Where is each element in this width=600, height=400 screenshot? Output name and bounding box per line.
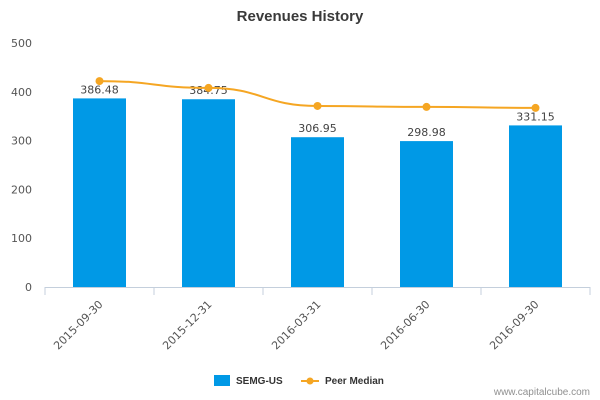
peer-median-point (313, 101, 322, 110)
x-tick-label: 2016-09-30 (487, 298, 541, 352)
legend: SEMG-US Peer Median (214, 375, 384, 387)
bar (509, 125, 562, 287)
x-tick-label: 2015-12-31 (160, 298, 214, 352)
legend-label-semg-us: SEMG-US (236, 376, 283, 387)
x-axis: 2015-09-30 2015-12-31 2016-03-31 2016-06-30… (44, 287, 591, 352)
bar-series (73, 98, 562, 287)
y-tick-label: 300 (11, 135, 32, 148)
peer-median-point (204, 83, 213, 92)
credit-text: www.capitalcube.com (493, 387, 590, 398)
x-tick-label: 2016-03-31 (269, 298, 323, 352)
y-tick-label: 200 (11, 183, 32, 196)
chart-title: Revenues History (237, 8, 364, 25)
bar-data-label: 386.48 (80, 83, 119, 96)
y-axis: 0 100 200 300 400 500 (11, 37, 32, 294)
y-tick-label: 500 (11, 37, 32, 50)
x-tick-label: 2015-09-30 (51, 298, 105, 352)
peer-median-point (422, 102, 431, 111)
legend-swatch-semg-us (214, 375, 230, 386)
bar (73, 98, 126, 287)
peer-median-point (531, 103, 540, 112)
x-tick-label: 2016-06-30 (378, 298, 432, 352)
bar-data-label: 331.15 (516, 110, 555, 123)
legend-marker-peer-median (306, 377, 314, 385)
y-tick-label: 400 (11, 86, 32, 99)
bar (291, 137, 344, 287)
y-tick-label: 100 (11, 232, 32, 245)
legend-label-peer-median: Peer Median (325, 376, 384, 387)
bar (400, 141, 453, 287)
y-tick-label: 0 (25, 281, 32, 294)
peer-median-series (95, 77, 540, 112)
bar-data-label: 306.95 (298, 122, 337, 135)
bar (182, 99, 235, 287)
bar-data-label: 298.98 (407, 126, 446, 139)
peer-median-point (95, 77, 104, 86)
